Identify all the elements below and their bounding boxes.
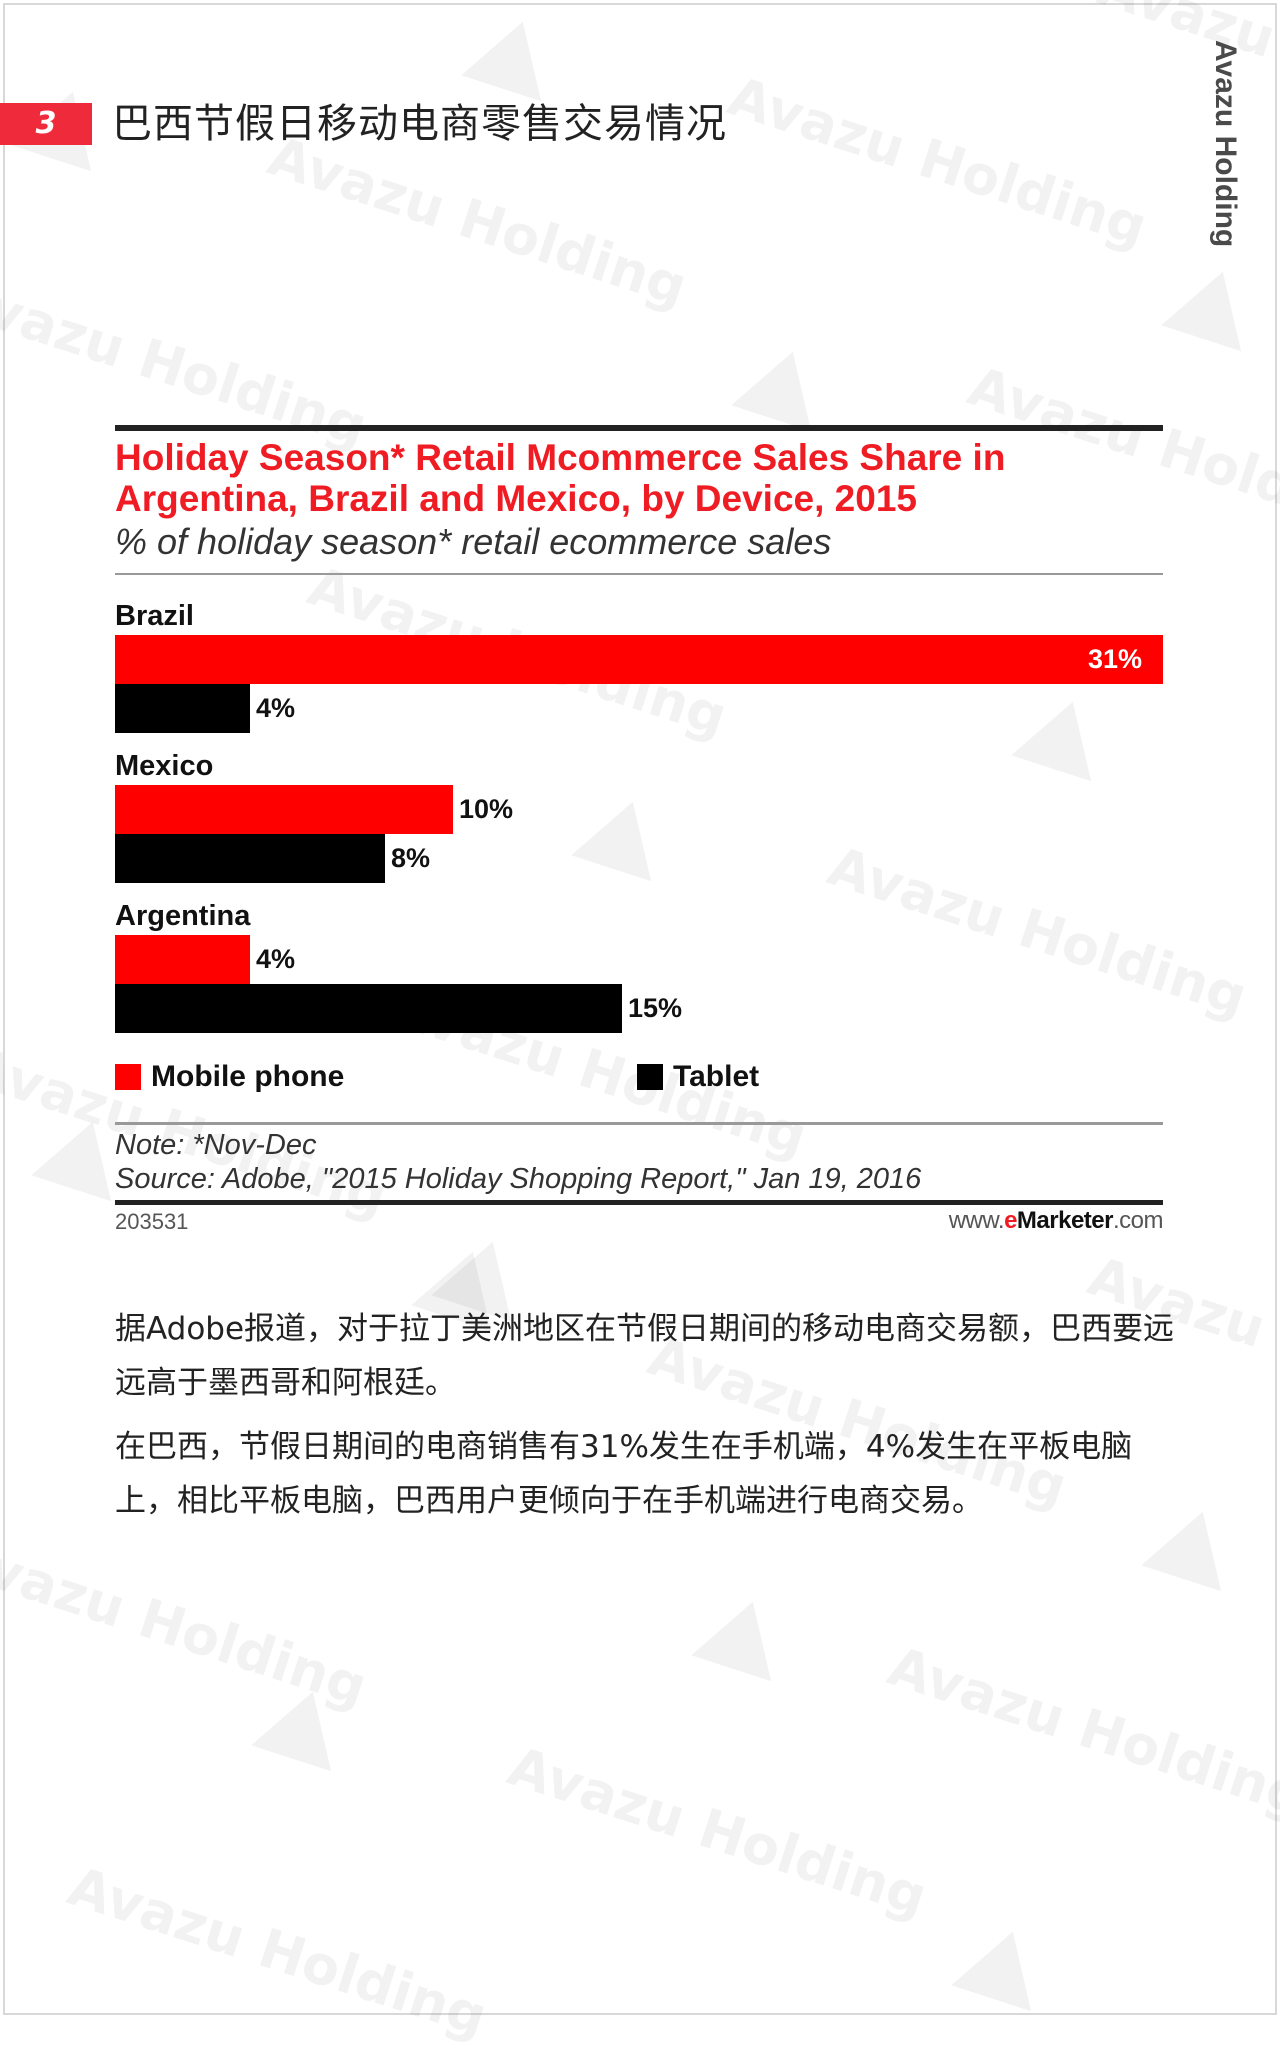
brand-label: Avazu Holding bbox=[1198, 40, 1252, 260]
bar-mexico-mobile-phone bbox=[115, 785, 453, 834]
page-number-badge: 3 bbox=[0, 103, 92, 145]
chart-container: Holiday Season* Retail Mcommerce Sales S… bbox=[115, 425, 1164, 1240]
legend-label: Mobile phone bbox=[151, 1060, 345, 1093]
page-title: 巴西节假日移动电商零售交易情况 bbox=[112, 101, 727, 147]
body-paragraph-1: 据Adobe报道，对于拉丁美洲地区在节假日期间的移动电商交易额，巴西要远远高于墨… bbox=[115, 1311, 1175, 1401]
chart-title: Holiday Season* Retail Mcommerce Sales S… bbox=[115, 437, 1163, 519]
bar-brazil-mobile-phone bbox=[115, 635, 1163, 684]
chart-legend: Mobile phone Tablet bbox=[115, 1057, 1163, 1097]
url-prefix: www. bbox=[948, 1207, 1005, 1234]
brand-text: Avazu Holding bbox=[1209, 40, 1242, 248]
chart-note-rule bbox=[115, 1122, 1163, 1125]
data-label-argentina-tablet: 15% bbox=[628, 993, 683, 1023]
data-label-mexico-tablet: 8% bbox=[391, 843, 431, 873]
chart-title-line-1: Holiday Season* Retail Mcommerce Sales S… bbox=[115, 437, 1006, 478]
data-label-argentina-mobile-phone: 4% bbox=[256, 944, 296, 974]
chart-id: 203531 bbox=[115, 1209, 189, 1234]
bar-brazil-tablet bbox=[115, 684, 250, 733]
chart-subtitle-rule bbox=[115, 573, 1163, 575]
category-label-brazil: Brazil bbox=[115, 600, 194, 632]
chart-notes: Note: *Nov-Dec Source: Adobe, "2015 Holi… bbox=[115, 1128, 921, 1196]
chart-source: Source: Adobe, "2015 Holiday Shopping Re… bbox=[115, 1163, 922, 1195]
category-label-mexico: Mexico bbox=[115, 750, 214, 782]
bar-argentina-mobile-phone bbox=[115, 935, 250, 984]
data-label-brazil-mobile-phone: 31% bbox=[1088, 644, 1143, 674]
legend-swatch bbox=[637, 1064, 663, 1090]
emarketer-url: www.eMarketer.com bbox=[948, 1207, 1164, 1235]
url-suffix: .com bbox=[1112, 1207, 1164, 1234]
data-label-brazil-tablet: 4% bbox=[256, 693, 296, 723]
chart-bottom-rule bbox=[115, 1200, 1163, 1205]
category-label-argentina: Argentina bbox=[115, 900, 251, 932]
legend-label: Tablet bbox=[673, 1060, 760, 1093]
chart-title-line-2: Argentina, Brazil and Mexico, by Device,… bbox=[115, 478, 917, 519]
bar-argentina-tablet bbox=[115, 984, 622, 1033]
data-label-mexico-mobile-phone: 10% bbox=[459, 794, 514, 824]
body-paragraph-2: 在巴西，节假日期间的电商销售有31%发生在手机端，4%发生在平板电脑上，相比平板… bbox=[115, 1429, 1133, 1519]
emarketer-brand-rest: Marketer bbox=[1016, 1207, 1114, 1234]
chart-note: Note: *Nov-Dec bbox=[115, 1129, 317, 1161]
page-frame bbox=[3, 3, 1277, 2015]
chart-top-rule bbox=[115, 425, 1163, 431]
emarketer-brand: eMarketer bbox=[1004, 1207, 1113, 1234]
emarketer-brand-e: e bbox=[1004, 1207, 1017, 1234]
legend-swatch bbox=[115, 1064, 141, 1090]
bar-mexico-tablet bbox=[115, 834, 385, 883]
chart-subtitle: % of holiday season* retail ecommerce sa… bbox=[115, 521, 832, 562]
